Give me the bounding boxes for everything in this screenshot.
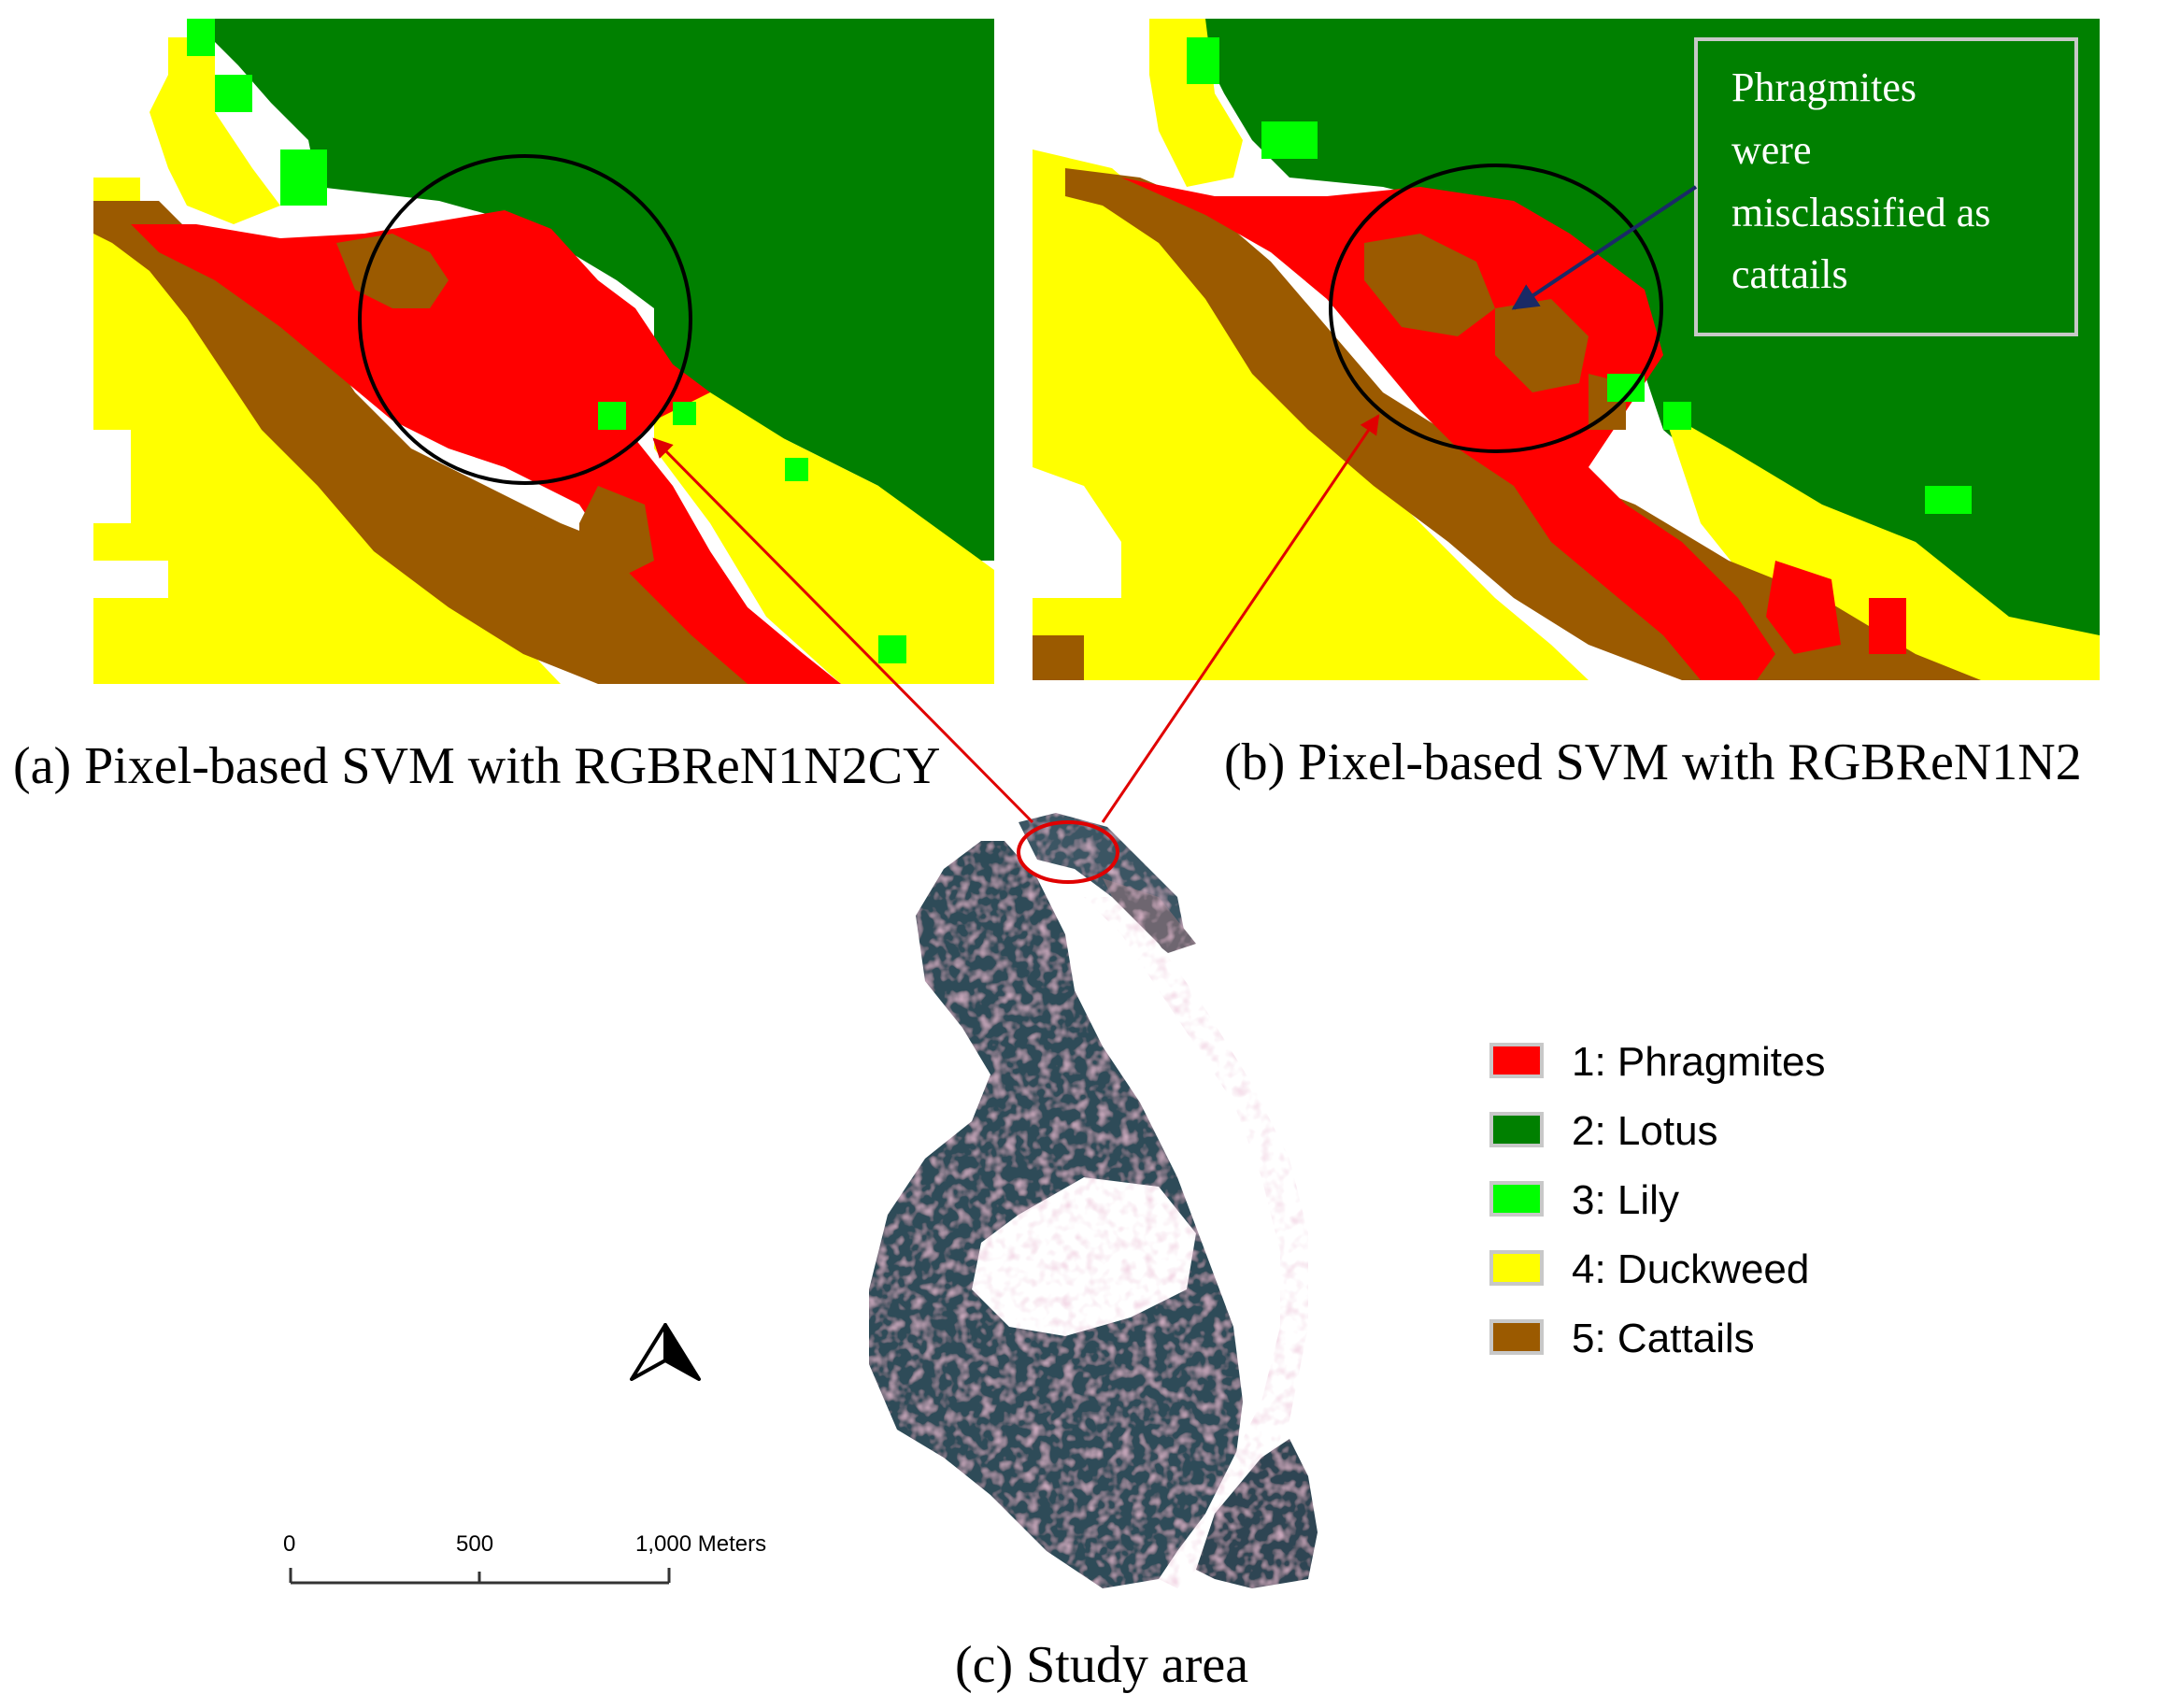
duckweed-band-right-b — [1663, 411, 2100, 680]
scale-tick-500: 500 — [456, 1531, 493, 1557]
scale-bar: 0 500 1,000 Meters — [283, 1531, 766, 1585]
legend-label-2: 2: Lotus — [1572, 1108, 1718, 1154]
legend-label-4: 4: Duckweed — [1572, 1246, 1809, 1292]
scale-tick-0: 0 — [283, 1531, 295, 1557]
classification-map-b: Phragmites were misclassified as cattail… — [1033, 19, 2100, 680]
legend-label-5: 5: Cattails — [1572, 1316, 1755, 1361]
duckweed-band-right-a — [654, 374, 994, 684]
legend-label-3: 3: Lily — [1572, 1177, 1679, 1223]
phragmites-region-b — [1121, 178, 1775, 680]
legend-swatch-1 — [1489, 1043, 1544, 1078]
zoom-location-circle — [1017, 820, 1119, 884]
classification-map-a — [93, 19, 994, 684]
legend-label-1: 1: Phragmites — [1572, 1039, 1825, 1085]
inner-lake — [972, 1177, 1196, 1336]
north-arrow-icon — [630, 1323, 701, 1381]
zoom-arrow-b — [1101, 414, 1380, 823]
zoom-arrow-a — [652, 437, 1034, 824]
legend-swatch-5 — [1489, 1319, 1544, 1355]
caption-a: (a) Pixel-based SVM with RGBReN1N2CY — [13, 737, 940, 795]
caption-c: (c) Study area — [955, 1636, 1248, 1694]
river-channel — [1084, 897, 1308, 1588]
annotation-line-3: misclassified as — [1731, 190, 1990, 235]
highlight-ellipse-a — [358, 154, 692, 485]
annotation-arrow — [1511, 185, 1698, 310]
annotation-line-2: were — [1731, 127, 1812, 173]
legend: 1: Phragmites 2: Lotus 3: Lily 4: Duckweed 5… — [1489, 1039, 1825, 1361]
legend-swatch-3 — [1489, 1181, 1544, 1217]
highlight-ellipse-b — [1329, 164, 1663, 453]
phragmites-region-a — [131, 210, 841, 684]
scale-tick-1000: 1,000 Meters — [635, 1531, 766, 1557]
annotation-line-1: Phragmites — [1731, 64, 1916, 110]
legend-swatch-4 — [1489, 1250, 1544, 1286]
caption-b: (b) Pixel-based SVM with RGBReN1N2 — [1224, 733, 2082, 791]
annotation-box — [1694, 37, 2078, 336]
cattails-region-b — [1065, 168, 1981, 680]
annotation-line-4: cattails — [1731, 251, 1848, 297]
legend-swatch-2 — [1489, 1112, 1544, 1147]
lotus-region-a — [210, 19, 994, 561]
study-area-map — [869, 813, 1318, 1588]
